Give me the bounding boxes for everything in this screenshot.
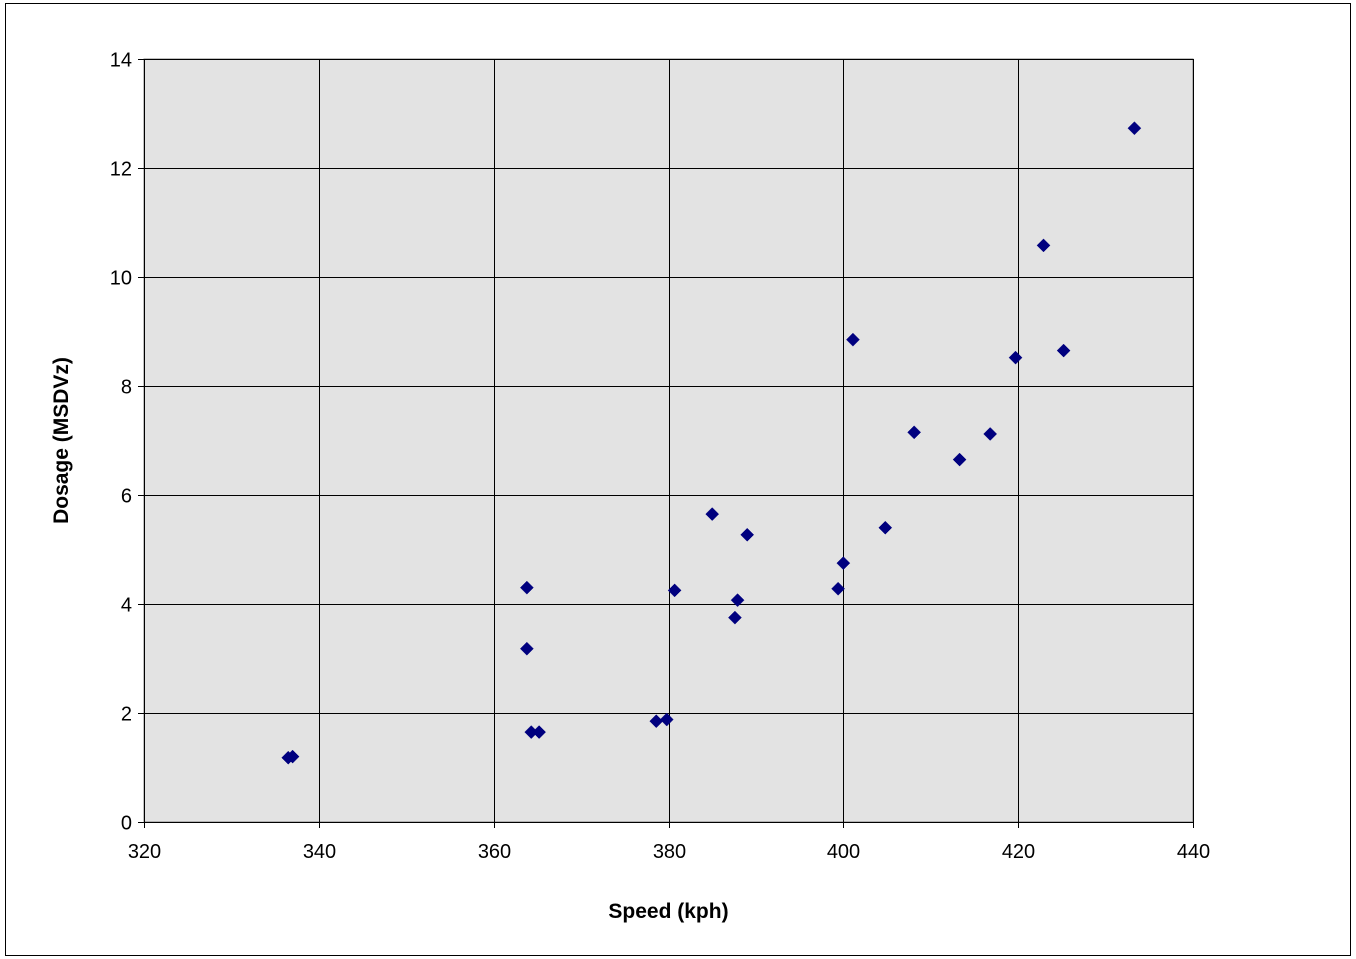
- data-point: [1056, 343, 1071, 358]
- x-tick-label: 380: [653, 841, 686, 863]
- data-point: [983, 427, 998, 441]
- data-point: [846, 332, 860, 347]
- y-tick-label: 12: [110, 159, 132, 181]
- plot-area: [143, 58, 1194, 823]
- data-point: [1008, 350, 1023, 365]
- data-point: [831, 581, 845, 596]
- data-point: [907, 425, 921, 440]
- x-tick-label: 420: [1002, 841, 1035, 863]
- scatter-chart: 320 340 360 380 400 420 440 0 2 4 6 8 10 12 14 Speed (…: [50, 50, 1210, 924]
- y-axis-title: Dosage (MSDVz): [50, 357, 73, 524]
- grid-lines: [144, 59, 1194, 822]
- data-point: [659, 712, 674, 727]
- y-tick-label: 8: [121, 377, 132, 399]
- y-tick-label: 14: [110, 50, 132, 72]
- y-tick-label: 0: [121, 813, 132, 835]
- chart-frame: 320 340 360 380 400 420 440 0 2 4 6 8 10 12 14 Speed (…: [5, 3, 1351, 956]
- data-point: [730, 593, 745, 608]
- x-tick-label: 440: [1177, 841, 1210, 863]
- data-point: [728, 610, 742, 625]
- data-points: [281, 121, 1142, 765]
- x-tick-label: 400: [827, 841, 860, 863]
- data-point: [952, 452, 967, 467]
- data-point: [740, 527, 755, 542]
- y-tick-label: 2: [121, 704, 132, 726]
- x-tick-label: 320: [128, 841, 161, 863]
- x-tick-label: 340: [303, 841, 336, 863]
- x-axis-title: Speed (kph): [608, 900, 728, 923]
- data-point: [532, 725, 546, 739]
- tick-labels: 320 340 360 380 400 420 440 0 2 4 6 8 10 12 14: [110, 50, 1210, 864]
- data-point: [520, 641, 534, 656]
- data-point: [836, 556, 851, 570]
- data-point: [878, 520, 893, 535]
- data-point: [1036, 238, 1051, 253]
- data-point: [285, 749, 300, 764]
- data-point: [1127, 121, 1142, 136]
- data-point: [705, 507, 720, 521]
- y-tick-label: 4: [121, 595, 132, 617]
- y-tick-label: 6: [121, 486, 132, 508]
- y-tick-label: 10: [110, 268, 132, 290]
- data-point: [520, 580, 534, 595]
- axes: [138, 59, 1194, 828]
- data-point: [667, 583, 682, 598]
- x-tick-label: 360: [478, 841, 511, 863]
